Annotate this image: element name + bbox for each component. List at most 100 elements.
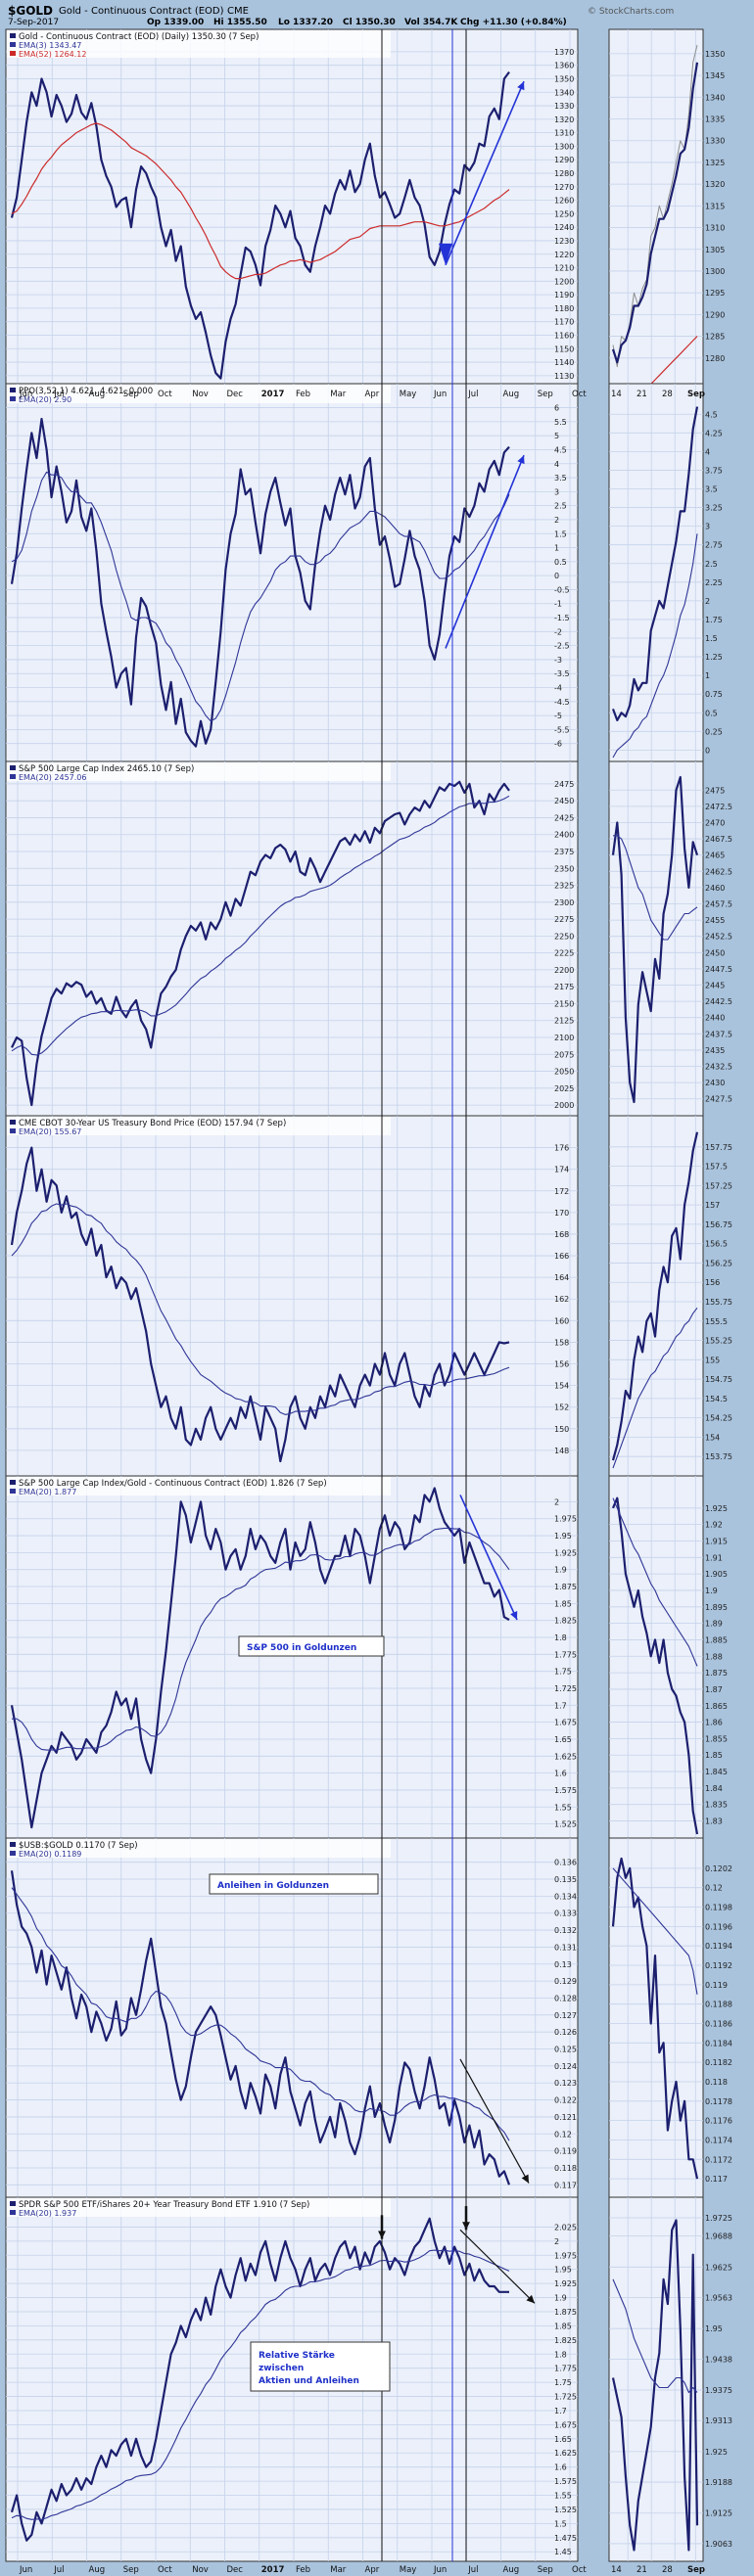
- x-axis-label-bottom: Aug: [89, 2565, 106, 2575]
- y-tick-label: 0.126: [554, 2028, 577, 2037]
- zoom-x-axis-label-bottom: 14: [611, 2565, 622, 2575]
- y-tick-label: 1190: [554, 291, 574, 299]
- y-tick-label: -3.5: [554, 669, 570, 678]
- zoom-y-tick-label: 154: [705, 1433, 720, 1442]
- series-line-price: [10, 1487, 510, 1829]
- zoom-y-tick-label: 1350: [705, 50, 725, 59]
- y-tick-label: 1.675: [554, 2420, 577, 2429]
- annotation-box: S&P 500 in Goldunzen: [238, 1635, 385, 1657]
- y-tick-label: 1.5: [554, 2519, 567, 2528]
- zoom-y-tick-label: 1.875: [705, 1669, 728, 1678]
- zoom-y-tick-label: 2455: [705, 916, 725, 925]
- trend-arrow: [445, 454, 525, 649]
- legend-swatch: [10, 1120, 16, 1125]
- y-tick-label: 1.475: [554, 2534, 577, 2543]
- legend-swatch: [10, 1489, 16, 1494]
- zoom-y-tick-label: 2472.5: [705, 803, 732, 811]
- y-tick-label: 1.875: [554, 1583, 577, 1591]
- trend-arrow-head: [521, 2174, 529, 2184]
- legend-label: EMA(20) 155.67: [19, 1127, 81, 1136]
- y-tick-label: 1300: [554, 142, 574, 151]
- x-axis-label-bottom: Nov: [192, 2565, 209, 2575]
- zoom-y-tick-label: 2427.5: [705, 1095, 732, 1104]
- trend-arrow-low: [439, 243, 452, 265]
- header-exchange: CME: [227, 6, 249, 17]
- zoom-y-tick-label: 1.9563: [705, 2293, 732, 2302]
- zoom-y-tick-label: 154.75: [705, 1375, 732, 1384]
- zoom-y-tick-label: 156.5: [705, 1240, 728, 1249]
- x-axis-label-top: Jun: [19, 390, 32, 399]
- zoom-x-axis-label-top: Sep: [687, 390, 705, 399]
- zoom-series-line-price: [611, 1857, 699, 2180]
- legend-backdrop: [7, 30, 391, 58]
- zoom-y-tick-label: 3.75: [705, 466, 723, 475]
- y-tick-label: 1180: [554, 304, 574, 313]
- zoom-y-tick-label: 155.5: [705, 1317, 728, 1326]
- zoom-series-line-price: [611, 2219, 699, 2552]
- y-tick-label: 0.134: [554, 1892, 577, 1901]
- zoom-y-tick-label: 2470: [705, 818, 725, 827]
- y-tick-label: 0.128: [554, 1994, 577, 2002]
- y-tick-label: 148: [554, 1447, 569, 1455]
- y-tick-label: 1.9: [554, 1566, 567, 1575]
- y-tick-label: 1.975: [554, 1515, 577, 1524]
- zoom-y-tick-label: 0.117: [705, 2175, 728, 2184]
- zoom-y-tick-label: 2475: [705, 786, 725, 795]
- y-tick-label: 1.675: [554, 1719, 577, 1727]
- y-tick-label: 3.5: [554, 474, 567, 483]
- y-tick-label: -2: [554, 627, 562, 636]
- legend-label: EMA(20) 2.90: [19, 395, 71, 404]
- zoom-series-line-price: [611, 62, 699, 364]
- x-axis-label-bottom: Jul: [53, 2565, 64, 2575]
- zoom-panel-background: [608, 28, 704, 385]
- zoom-y-tick-label: 1.925: [705, 2448, 728, 2457]
- x-axis-label-top: Mar: [330, 390, 347, 399]
- series-line-price: [11, 780, 510, 1107]
- series-line-price: [10, 417, 510, 748]
- y-tick-label: 2025: [554, 1084, 574, 1093]
- x-axis-label-bottom: Sep: [123, 2565, 139, 2575]
- zoom-series-line-ema_fast: [612, 533, 698, 759]
- y-tick-label: 150: [554, 1425, 569, 1434]
- y-tick-label: 6: [554, 404, 559, 413]
- zoom-y-tick-label: 157.75: [705, 1143, 732, 1152]
- y-tick-label: 1270: [554, 183, 574, 192]
- y-tick-label: 164: [554, 1273, 569, 1282]
- y-tick-label: -4.5: [554, 698, 570, 707]
- y-tick-label: 1.9: [554, 2294, 567, 2303]
- zoom-y-tick-label: 0.1188: [705, 2001, 732, 2009]
- zoom-y-tick-label: 1.87: [705, 1685, 723, 1694]
- y-tick-label: 1280: [554, 169, 574, 178]
- zoom-y-tick-label: 2432.5: [705, 1063, 732, 1072]
- y-tick-label: 1.55: [554, 1803, 572, 1812]
- y-tick-label: 4: [554, 460, 559, 469]
- y-tick-label: 1200: [554, 277, 574, 286]
- zoom-y-tick-label: 1.895: [705, 1603, 728, 1612]
- zoom-y-tick-label: 155.75: [705, 1298, 732, 1307]
- zoom-y-tick-label: 2.25: [705, 578, 723, 587]
- legend-swatch: [10, 33, 16, 38]
- annotation-box: Anleihen in Goldunzen: [209, 1873, 379, 1895]
- header-symbol: $GOLD: [8, 4, 53, 18]
- zoom-y-tick-label: 1.865: [705, 1702, 728, 1711]
- zoom-y-tick-label: 1.885: [705, 1635, 728, 1644]
- y-tick-label: 3: [554, 487, 559, 496]
- y-tick-label: 166: [554, 1252, 569, 1261]
- legend-swatch: [10, 2210, 16, 2215]
- zoom-y-tick-label: 1.75: [705, 616, 723, 624]
- y-tick-label: -1.5: [554, 614, 570, 622]
- y-tick-label: 1.775: [554, 1650, 577, 1659]
- chart-panel-7: 1.45 1.475 1.5 1.525 1.55 1.575 1.6 1.625 1.65 1.…: [5, 2196, 732, 2562]
- trend-arrow-head: [526, 2294, 535, 2304]
- y-tick-label: 0.121: [554, 2113, 577, 2122]
- x-axis-label-top: Aug: [503, 390, 520, 399]
- zoom-y-tick-label: 1335: [705, 115, 725, 124]
- zoom-y-tick-label: 1305: [705, 246, 725, 254]
- zoom-series-line-price: [611, 1131, 699, 1461]
- x-axis-label-bottom: Jun: [433, 2565, 447, 2575]
- legend-swatch: [10, 396, 16, 401]
- y-tick-label: 1.6: [554, 1770, 567, 1778]
- y-tick-label: 1140: [554, 358, 574, 367]
- zoom-y-tick-label: 1.91: [705, 1553, 723, 1562]
